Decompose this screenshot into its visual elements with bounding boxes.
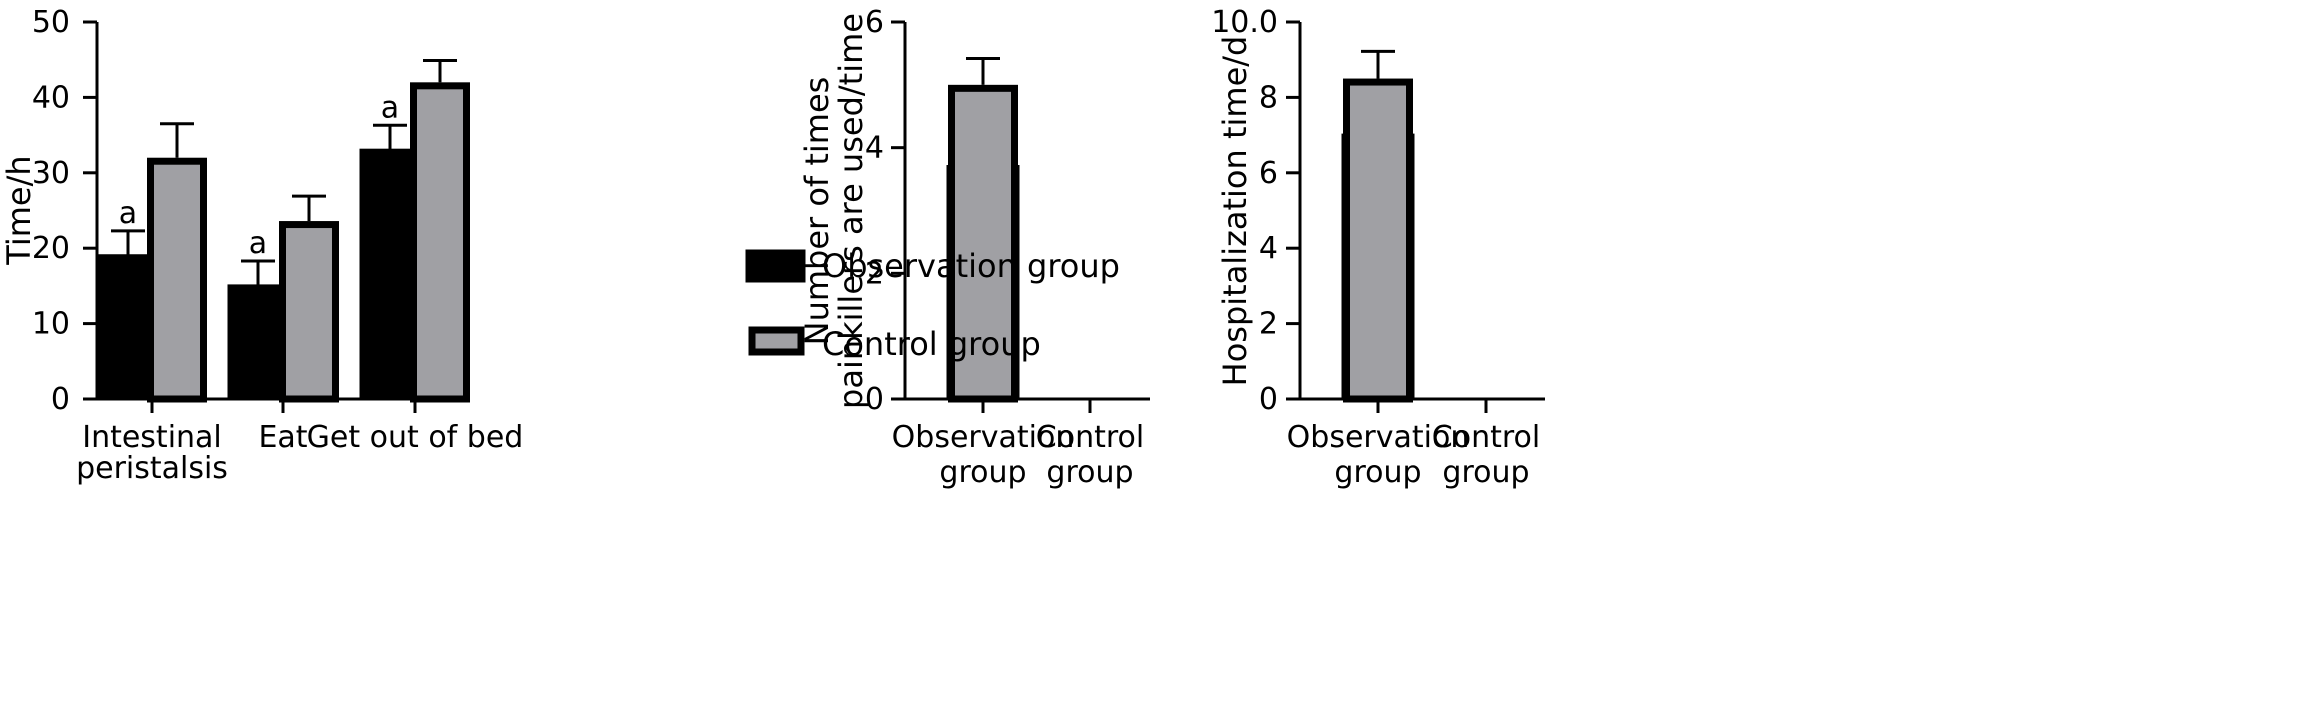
- panel-a-y-tick-label: 20: [32, 231, 70, 266]
- panel-b-category-label: Control: [1036, 420, 1144, 455]
- legend-swatch-observation: [745, 249, 806, 283]
- panel-b-category-label: group: [1046, 455, 1133, 490]
- panel-a-significance-mark: a: [249, 226, 267, 261]
- panel-b-y-tick-label: 6: [865, 5, 884, 40]
- panel-c-y-tick-label: 8: [1259, 80, 1278, 115]
- panel-a-y-tick-label: 10: [32, 307, 70, 342]
- panel-a-y-tick-label: 0: [51, 382, 70, 417]
- panel-a-y-tick-label: 50: [32, 5, 70, 40]
- panel-a-category-label: Eat: [258, 420, 307, 455]
- panel-b-bar-control: [948, 84, 1018, 403]
- panel-a-bar-control: [279, 221, 339, 403]
- panel-b-y-axis-title: painkillers are used/time: [832, 13, 870, 409]
- panel-c-category-label: group: [1334, 455, 1421, 490]
- panel-c-y-tick-label: 4: [1259, 231, 1278, 266]
- panel-a-category-label: Get out of bed: [307, 420, 524, 455]
- panel-b-category-label: group: [939, 455, 1026, 490]
- panel-c-y-tick-label: 6: [1259, 156, 1278, 191]
- panel-b-category-label: Observation: [892, 420, 1075, 455]
- panel-a-y-axis-title: Time/h: [0, 155, 38, 265]
- panel-a-bar-control: [147, 157, 207, 403]
- panel-a-bar-control: [410, 82, 470, 403]
- panel-c-category-label: Observation: [1287, 420, 1470, 455]
- chart-legend: Observation group Control group: [745, 247, 1120, 363]
- panel-a-category-label: peristalsis: [76, 451, 228, 486]
- panel-c-y-tick-label: 10.0: [1211, 5, 1278, 40]
- panel-b-y-tick-label: 4: [865, 131, 884, 166]
- legend-label-observation: Observation group: [822, 247, 1120, 285]
- panel-c-y-tick-label: 2: [1259, 307, 1278, 342]
- panel-a-y-tick-label: 30: [32, 156, 70, 191]
- panel-c-y-tick-label: 0: [1259, 382, 1278, 417]
- panel-a-category-label: Intestinal: [82, 420, 222, 455]
- panel-b-y-tick-label: 2: [865, 256, 884, 291]
- panel-a-y-tick-label: 40: [32, 80, 70, 115]
- panel-b-y-axis-title: Number of times: [798, 77, 836, 346]
- panel-b-y-tick-label: 0: [865, 382, 884, 417]
- legend-label-control: Control group: [822, 325, 1041, 363]
- panel-c-y-axis-title: Hospitalization time/d: [1216, 36, 1254, 387]
- panel-c-category-label: group: [1442, 455, 1529, 490]
- legend-swatch-control: [748, 326, 805, 356]
- panel-c-category-label: Control: [1432, 420, 1540, 455]
- panel-a-significance-mark: a: [381, 90, 399, 125]
- panel-a-bar-observation: [227, 284, 289, 401]
- panel-a-significance-mark: a: [119, 196, 137, 231]
- panel-c-bar-control: [1343, 78, 1413, 403]
